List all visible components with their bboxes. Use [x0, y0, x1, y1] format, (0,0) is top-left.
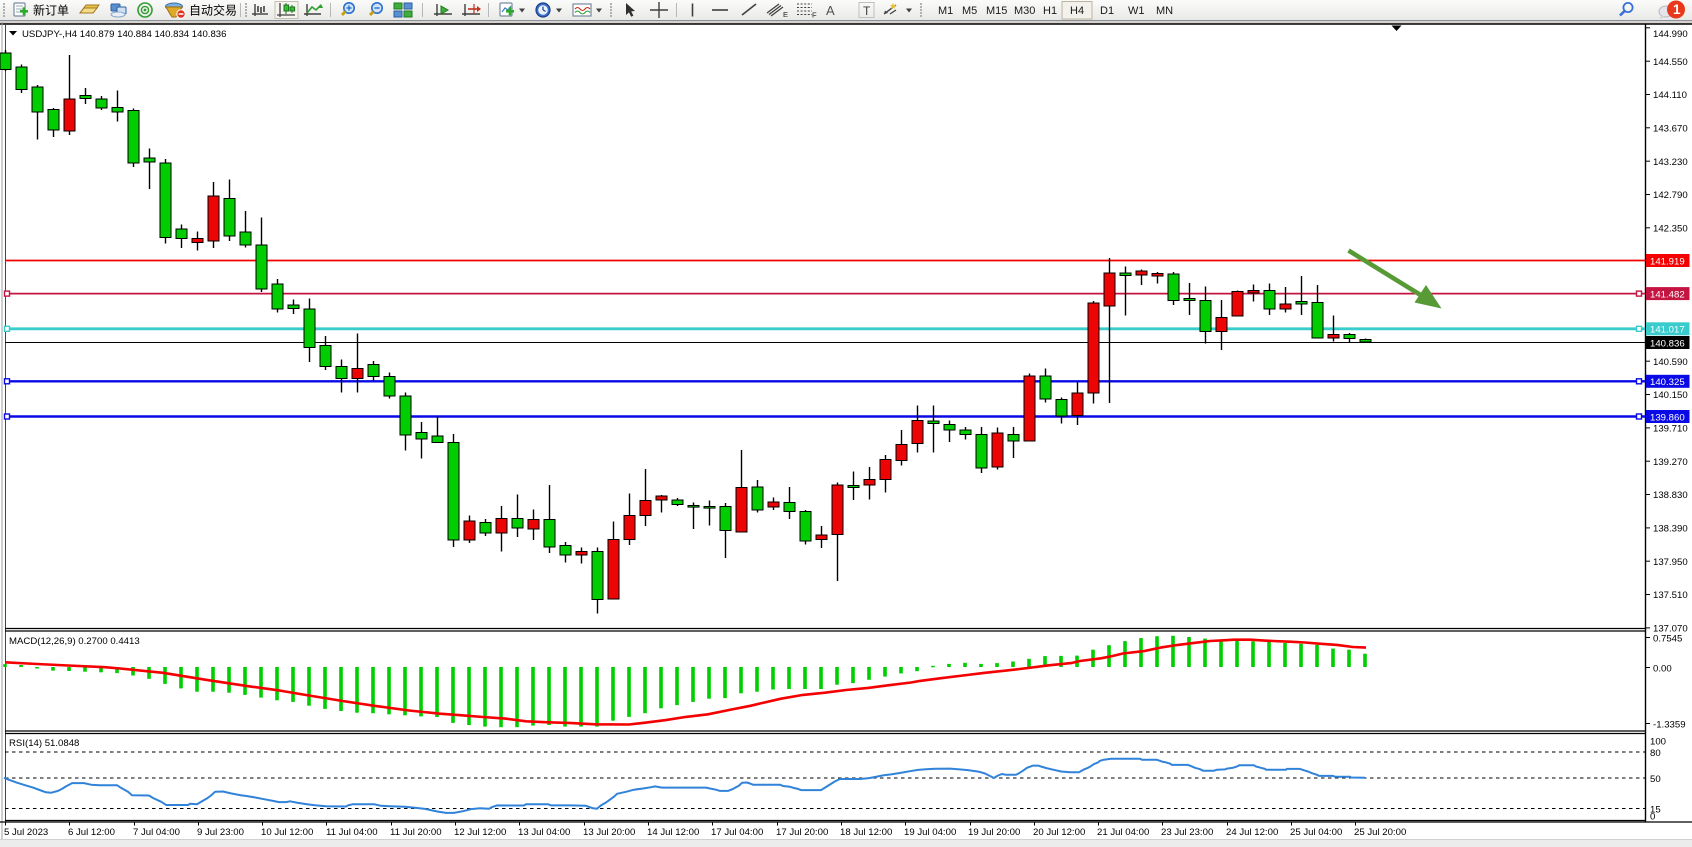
svg-text:12 Jul 12:00: 12 Jul 12:00 [454, 827, 506, 838]
svg-text:24 Jul 12:00: 24 Jul 12:00 [1226, 827, 1278, 838]
svg-text:23 Jul 23:00: 23 Jul 23:00 [1161, 827, 1213, 838]
svg-text:21 Jul 04:00: 21 Jul 04:00 [1097, 827, 1149, 838]
svg-text:F: F [812, 11, 817, 20]
svg-text:100: 100 [1650, 736, 1666, 747]
svg-text:A: A [826, 3, 835, 18]
svg-text:H1: H1 [1043, 5, 1057, 17]
svg-text:141.482: 141.482 [1650, 289, 1685, 300]
svg-text:17 Jul 04:00: 17 Jul 04:00 [711, 827, 763, 838]
svg-text:M15: M15 [986, 5, 1007, 17]
svg-text:140.836: 140.836 [1650, 338, 1685, 349]
svg-text:143.670: 143.670 [1653, 123, 1688, 134]
svg-text:140.325: 140.325 [1650, 377, 1685, 388]
svg-text:E: E [783, 10, 788, 19]
svg-text:141.919: 141.919 [1650, 256, 1685, 267]
svg-text:144.110: 144.110 [1653, 90, 1687, 101]
svg-text:18 Jul 12:00: 18 Jul 12:00 [840, 827, 892, 838]
svg-text:MACD(12,26,9) 0.2700 0.4413: MACD(12,26,9) 0.2700 0.4413 [9, 636, 140, 647]
svg-text:M5: M5 [962, 5, 977, 17]
svg-text:139.270: 139.270 [1653, 457, 1688, 468]
svg-text:0.7545: 0.7545 [1653, 633, 1682, 644]
svg-text:138.830: 138.830 [1653, 490, 1688, 501]
svg-text:T: T [863, 4, 871, 18]
svg-text:MN: MN [1156, 5, 1173, 17]
svg-text:5 Jul 2023: 5 Jul 2023 [4, 827, 48, 838]
svg-text:10 Jul 12:00: 10 Jul 12:00 [261, 827, 313, 838]
svg-text:11 Jul 04:00: 11 Jul 04:00 [326, 827, 378, 838]
svg-text:D1: D1 [1100, 5, 1114, 17]
svg-text:9 Jul 23:00: 9 Jul 23:00 [197, 827, 244, 838]
svg-text:20 Jul 12:00: 20 Jul 12:00 [1033, 827, 1085, 838]
svg-text:13 Jul 20:00: 13 Jul 20:00 [583, 827, 635, 838]
svg-text:0.00: 0.00 [1653, 663, 1672, 674]
svg-text:15: 15 [1650, 804, 1661, 815]
svg-text:143.230: 143.230 [1653, 157, 1688, 168]
svg-text:H4: H4 [1070, 5, 1084, 17]
svg-text:RSI(14) 51.0848: RSI(14) 51.0848 [9, 738, 79, 749]
svg-text:80: 80 [1650, 748, 1661, 759]
svg-text:140.150: 140.150 [1653, 390, 1688, 401]
svg-text:137.070: 137.070 [1653, 624, 1688, 635]
svg-text:7 Jul 04:00: 7 Jul 04:00 [133, 827, 180, 838]
svg-text:M30: M30 [1014, 5, 1035, 17]
svg-text:25 Jul 20:00: 25 Jul 20:00 [1354, 827, 1406, 838]
svg-text:自动交易: 自动交易 [189, 3, 237, 18]
svg-text:137.510: 137.510 [1653, 590, 1688, 601]
svg-text:新订单: 新订单 [33, 3, 69, 18]
svg-text:M1: M1 [938, 5, 953, 17]
svg-text:W1: W1 [1128, 5, 1145, 17]
svg-text:137.950: 137.950 [1653, 557, 1688, 568]
svg-text:25 Jul 04:00: 25 Jul 04:00 [1290, 827, 1342, 838]
svg-text:19 Jul 20:00: 19 Jul 20:00 [968, 827, 1020, 838]
svg-text:11 Jul 20:00: 11 Jul 20:00 [390, 827, 442, 838]
svg-text:141.017: 141.017 [1650, 325, 1685, 336]
svg-text:1: 1 [1673, 2, 1681, 17]
svg-text:19 Jul 04:00: 19 Jul 04:00 [904, 827, 956, 838]
svg-text:139.710: 139.710 [1653, 424, 1688, 435]
svg-text:139.860: 139.860 [1650, 412, 1685, 423]
svg-text:-1.3359: -1.3359 [1653, 719, 1686, 730]
svg-text:13 Jul 04:00: 13 Jul 04:00 [518, 827, 570, 838]
svg-text:144.550: 144.550 [1653, 57, 1688, 68]
svg-text:142.350: 142.350 [1653, 223, 1688, 234]
svg-text:14 Jul 12:00: 14 Jul 12:00 [647, 827, 699, 838]
svg-text:USDJPY-,H4 140.879 140.884 14: USDJPY-,H4 140.879 140.884 140.834 140.8… [22, 29, 226, 40]
svg-text:142.790: 142.790 [1653, 190, 1688, 201]
svg-text:17 Jul 20:00: 17 Jul 20:00 [776, 827, 828, 838]
svg-text:6 Jul 12:00: 6 Jul 12:00 [68, 827, 115, 838]
svg-text:144.990: 144.990 [1653, 29, 1688, 40]
svg-text:50: 50 [1650, 774, 1661, 785]
svg-text:138.390: 138.390 [1653, 524, 1688, 535]
svg-text:140.590: 140.590 [1653, 357, 1688, 368]
svg-text:0: 0 [1650, 811, 1655, 822]
